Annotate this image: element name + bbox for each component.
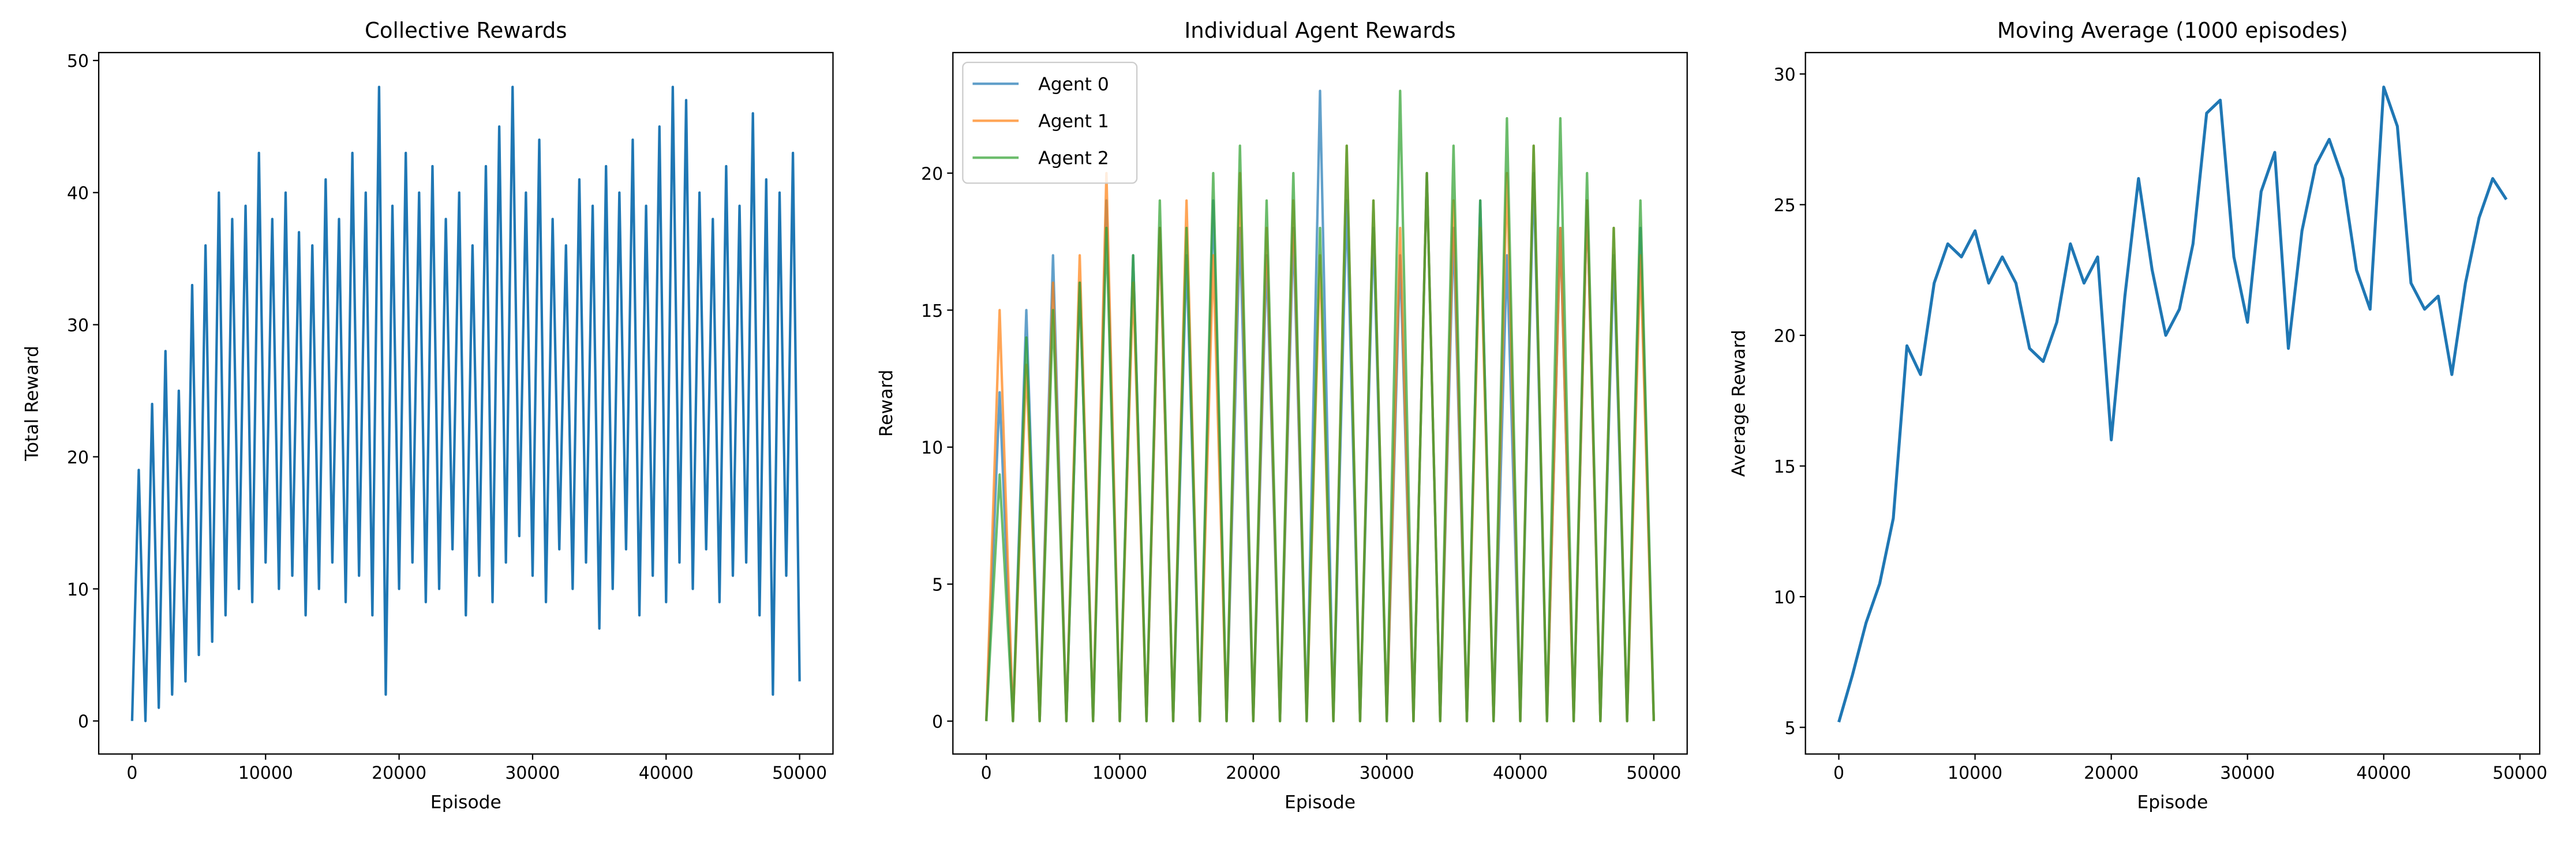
y-tick-label: 40 [67,184,89,204]
data-line [985,89,1656,723]
y-tick-label: 20 [67,448,89,468]
y-axis-label: Average Reward [1728,330,1749,477]
legend-box [962,62,1138,184]
panel: 0 10000 20000 30000 40000 50000 0 10 20 30 40 50 Col… [22,18,834,813]
data-line [130,85,801,723]
y-axis-label: Total Reward [22,346,43,462]
y-tick-label: 30 [1774,65,1796,85]
x-tick-label: 20000 [372,763,426,783]
axes-frame [952,51,1688,755]
axes-frame [98,51,834,755]
x-axis-label: Episode [2137,792,2208,813]
x-axis-label: Episode [1285,792,1356,813]
panel: 0 10000 20000 30000 40000 50000 0 5 10 15 20 Indivi… [876,18,1688,813]
x-tick-label: 50000 [772,763,827,783]
x-tick-label: 0 [126,763,137,783]
y-tick-label: 10 [1774,587,1796,608]
chart-title: Moving Average (1000 episodes) [1997,18,2348,43]
x-tick-label: 10000 [1092,763,1147,783]
x-tick-label: 20000 [2084,763,2139,783]
x-tick-label: 40000 [639,763,694,783]
y-tick-label: 10 [921,438,943,458]
y-tick-label: 0 [932,712,943,732]
y-tick-label: 25 [1774,196,1796,216]
chart-title: Individual Agent Rewards [1184,18,1455,43]
legend-label: Agent 1 [1038,111,1109,132]
x-tick-label: 50000 [2492,763,2547,783]
x-axis-label: Episode [430,792,501,813]
y-tick-label: 0 [78,712,89,732]
x-tick-label: 10000 [1948,763,2002,783]
legend-label: Agent 2 [1038,148,1109,169]
y-tick-label: 20 [1774,326,1796,346]
y-tick-label: 15 [1774,457,1796,477]
x-tick-label: 40000 [2356,763,2411,783]
y-tick-label: 5 [1785,718,1796,739]
x-tick-label: 30000 [505,763,560,783]
x-tick-label: 40000 [1493,763,1548,783]
panel: 0 10000 20000 30000 40000 50000 5 10 15 20 25 30 Mov… [1728,18,2547,813]
legend-label: Agent 0 [1038,74,1109,95]
y-axis-label: Reward [876,370,897,437]
x-tick-label: 10000 [238,763,293,783]
x-tick-label: 0 [981,763,992,783]
y-tick-label: 10 [67,580,89,600]
x-tick-label: 50000 [1626,763,1681,783]
x-tick-label: 20000 [1226,763,1280,783]
axes-frame [1804,51,2541,755]
x-tick-label: 0 [1833,763,1844,783]
y-tick-label: 20 [921,164,943,184]
y-tick-label: 50 [67,51,89,72]
y-tick-label: 5 [932,575,943,596]
x-tick-label: 30000 [2220,763,2275,783]
x-tick-label: 30000 [1360,763,1414,783]
chart-title: Collective Rewards [365,18,567,43]
y-tick-label: 15 [921,301,943,321]
data-line [1837,85,2508,723]
y-tick-label: 30 [67,316,89,336]
